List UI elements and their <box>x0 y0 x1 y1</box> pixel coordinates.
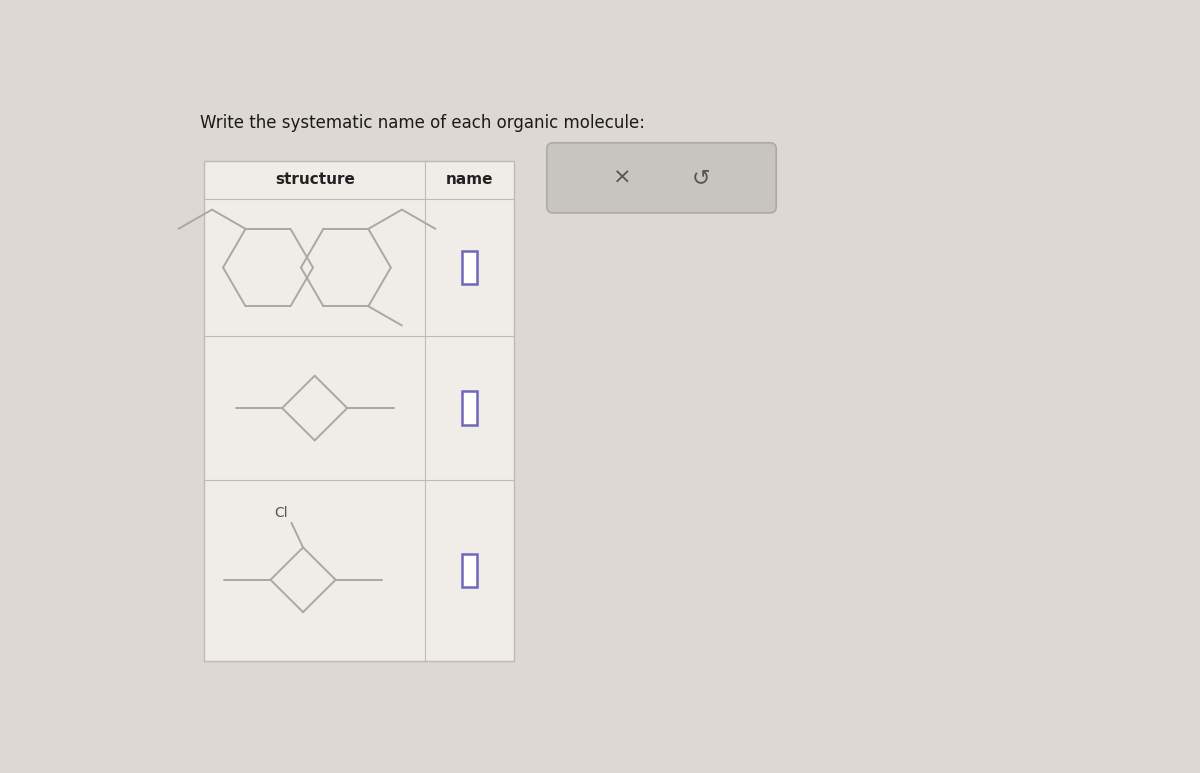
Text: Write the systematic name of each organic molecule:: Write the systematic name of each organi… <box>200 114 646 132</box>
Bar <box>204 161 515 661</box>
FancyBboxPatch shape <box>462 391 478 425</box>
Text: name: name <box>446 172 493 187</box>
FancyBboxPatch shape <box>462 250 478 284</box>
Text: Cl: Cl <box>275 506 288 519</box>
Text: ↺: ↺ <box>691 168 710 188</box>
FancyBboxPatch shape <box>547 143 776 213</box>
Text: structure: structure <box>275 172 355 187</box>
FancyBboxPatch shape <box>462 553 478 587</box>
Text: ×: × <box>613 168 631 188</box>
